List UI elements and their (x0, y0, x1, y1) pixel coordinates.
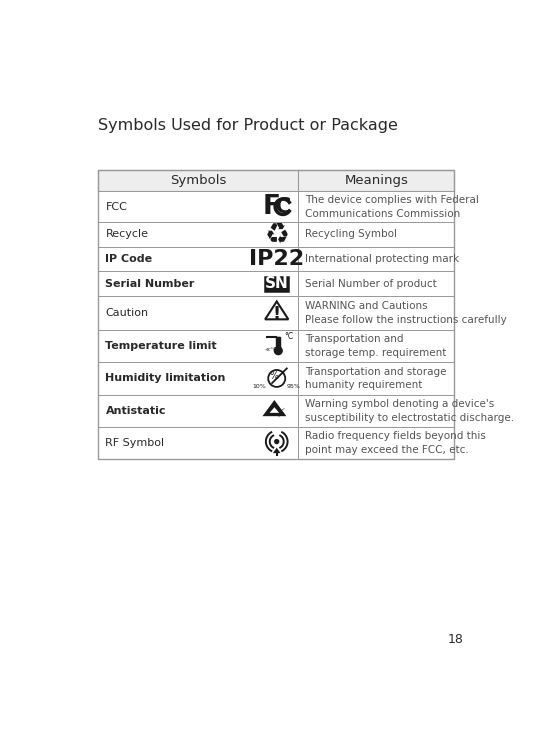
Text: Transportation and
storage temp. requirement: Transportation and storage temp. require… (305, 334, 446, 358)
Text: %: % (270, 371, 279, 381)
Bar (276, 337, 281, 350)
Polygon shape (270, 408, 279, 413)
Bar (277, 337, 279, 350)
Text: F: F (263, 193, 281, 220)
Text: Recycling Symbol: Recycling Symbol (305, 230, 396, 239)
Bar (98, 395, 454, 427)
Text: International protecting mark: International protecting mark (305, 254, 459, 264)
Bar (98, 222, 454, 247)
Text: The device complies with Federal
Communications Commission: The device complies with Federal Communi… (305, 195, 478, 219)
Text: °C: °C (284, 331, 294, 341)
Bar (98, 170, 454, 459)
Bar (98, 362, 454, 395)
Text: FCC: FCC (105, 202, 127, 212)
Text: RF Symbol: RF Symbol (105, 438, 164, 448)
Text: Meanings: Meanings (345, 174, 408, 187)
Text: !: ! (272, 305, 281, 323)
Text: WARNING and Cautions
Please follow the instructions carefully: WARNING and Cautions Please follow the i… (305, 301, 506, 325)
Text: Humidity limitation: Humidity limitation (105, 373, 226, 383)
Text: C: C (275, 196, 291, 216)
Circle shape (275, 439, 278, 444)
Polygon shape (273, 448, 281, 453)
Text: Serial Number of product: Serial Number of product (305, 279, 436, 289)
Text: -x°C: -x°C (264, 347, 278, 352)
Text: 10%: 10% (253, 384, 266, 388)
Text: SN: SN (265, 276, 289, 291)
Text: Temperature limit: Temperature limit (105, 341, 217, 351)
Bar (98, 170, 454, 191)
Bar (265, 277, 288, 290)
Text: Antistatic: Antistatic (105, 406, 166, 416)
Bar (98, 271, 454, 296)
Text: 95%: 95% (287, 384, 301, 388)
Text: Caution: Caution (105, 308, 149, 318)
Text: Radio frequency fields beyond this
point may exceed the FCC, etc.: Radio frequency fields beyond this point… (305, 431, 485, 455)
Bar (98, 191, 454, 222)
Text: Transportation and storage
humanity requirement: Transportation and storage humanity requ… (305, 367, 446, 391)
Text: Symbols: Symbols (170, 174, 226, 187)
Polygon shape (263, 400, 286, 416)
Text: Symbols Used for Product or Package: Symbols Used for Product or Package (98, 118, 397, 133)
Bar (98, 296, 454, 330)
Text: ♻: ♻ (264, 221, 289, 248)
Circle shape (275, 347, 282, 355)
Text: Recycle: Recycle (105, 230, 149, 239)
Bar (98, 330, 454, 362)
Text: Warning symbol denoting a device's
susceptibility to electrostatic discharge.: Warning symbol denoting a device's susce… (305, 399, 514, 422)
Text: Serial Number: Serial Number (105, 279, 195, 289)
Bar (98, 427, 454, 459)
Text: IP Code: IP Code (105, 254, 152, 264)
Text: 18: 18 (448, 633, 464, 645)
Bar (98, 247, 454, 271)
Text: ⚡: ⚡ (277, 407, 286, 419)
Text: IP22: IP22 (249, 249, 304, 269)
